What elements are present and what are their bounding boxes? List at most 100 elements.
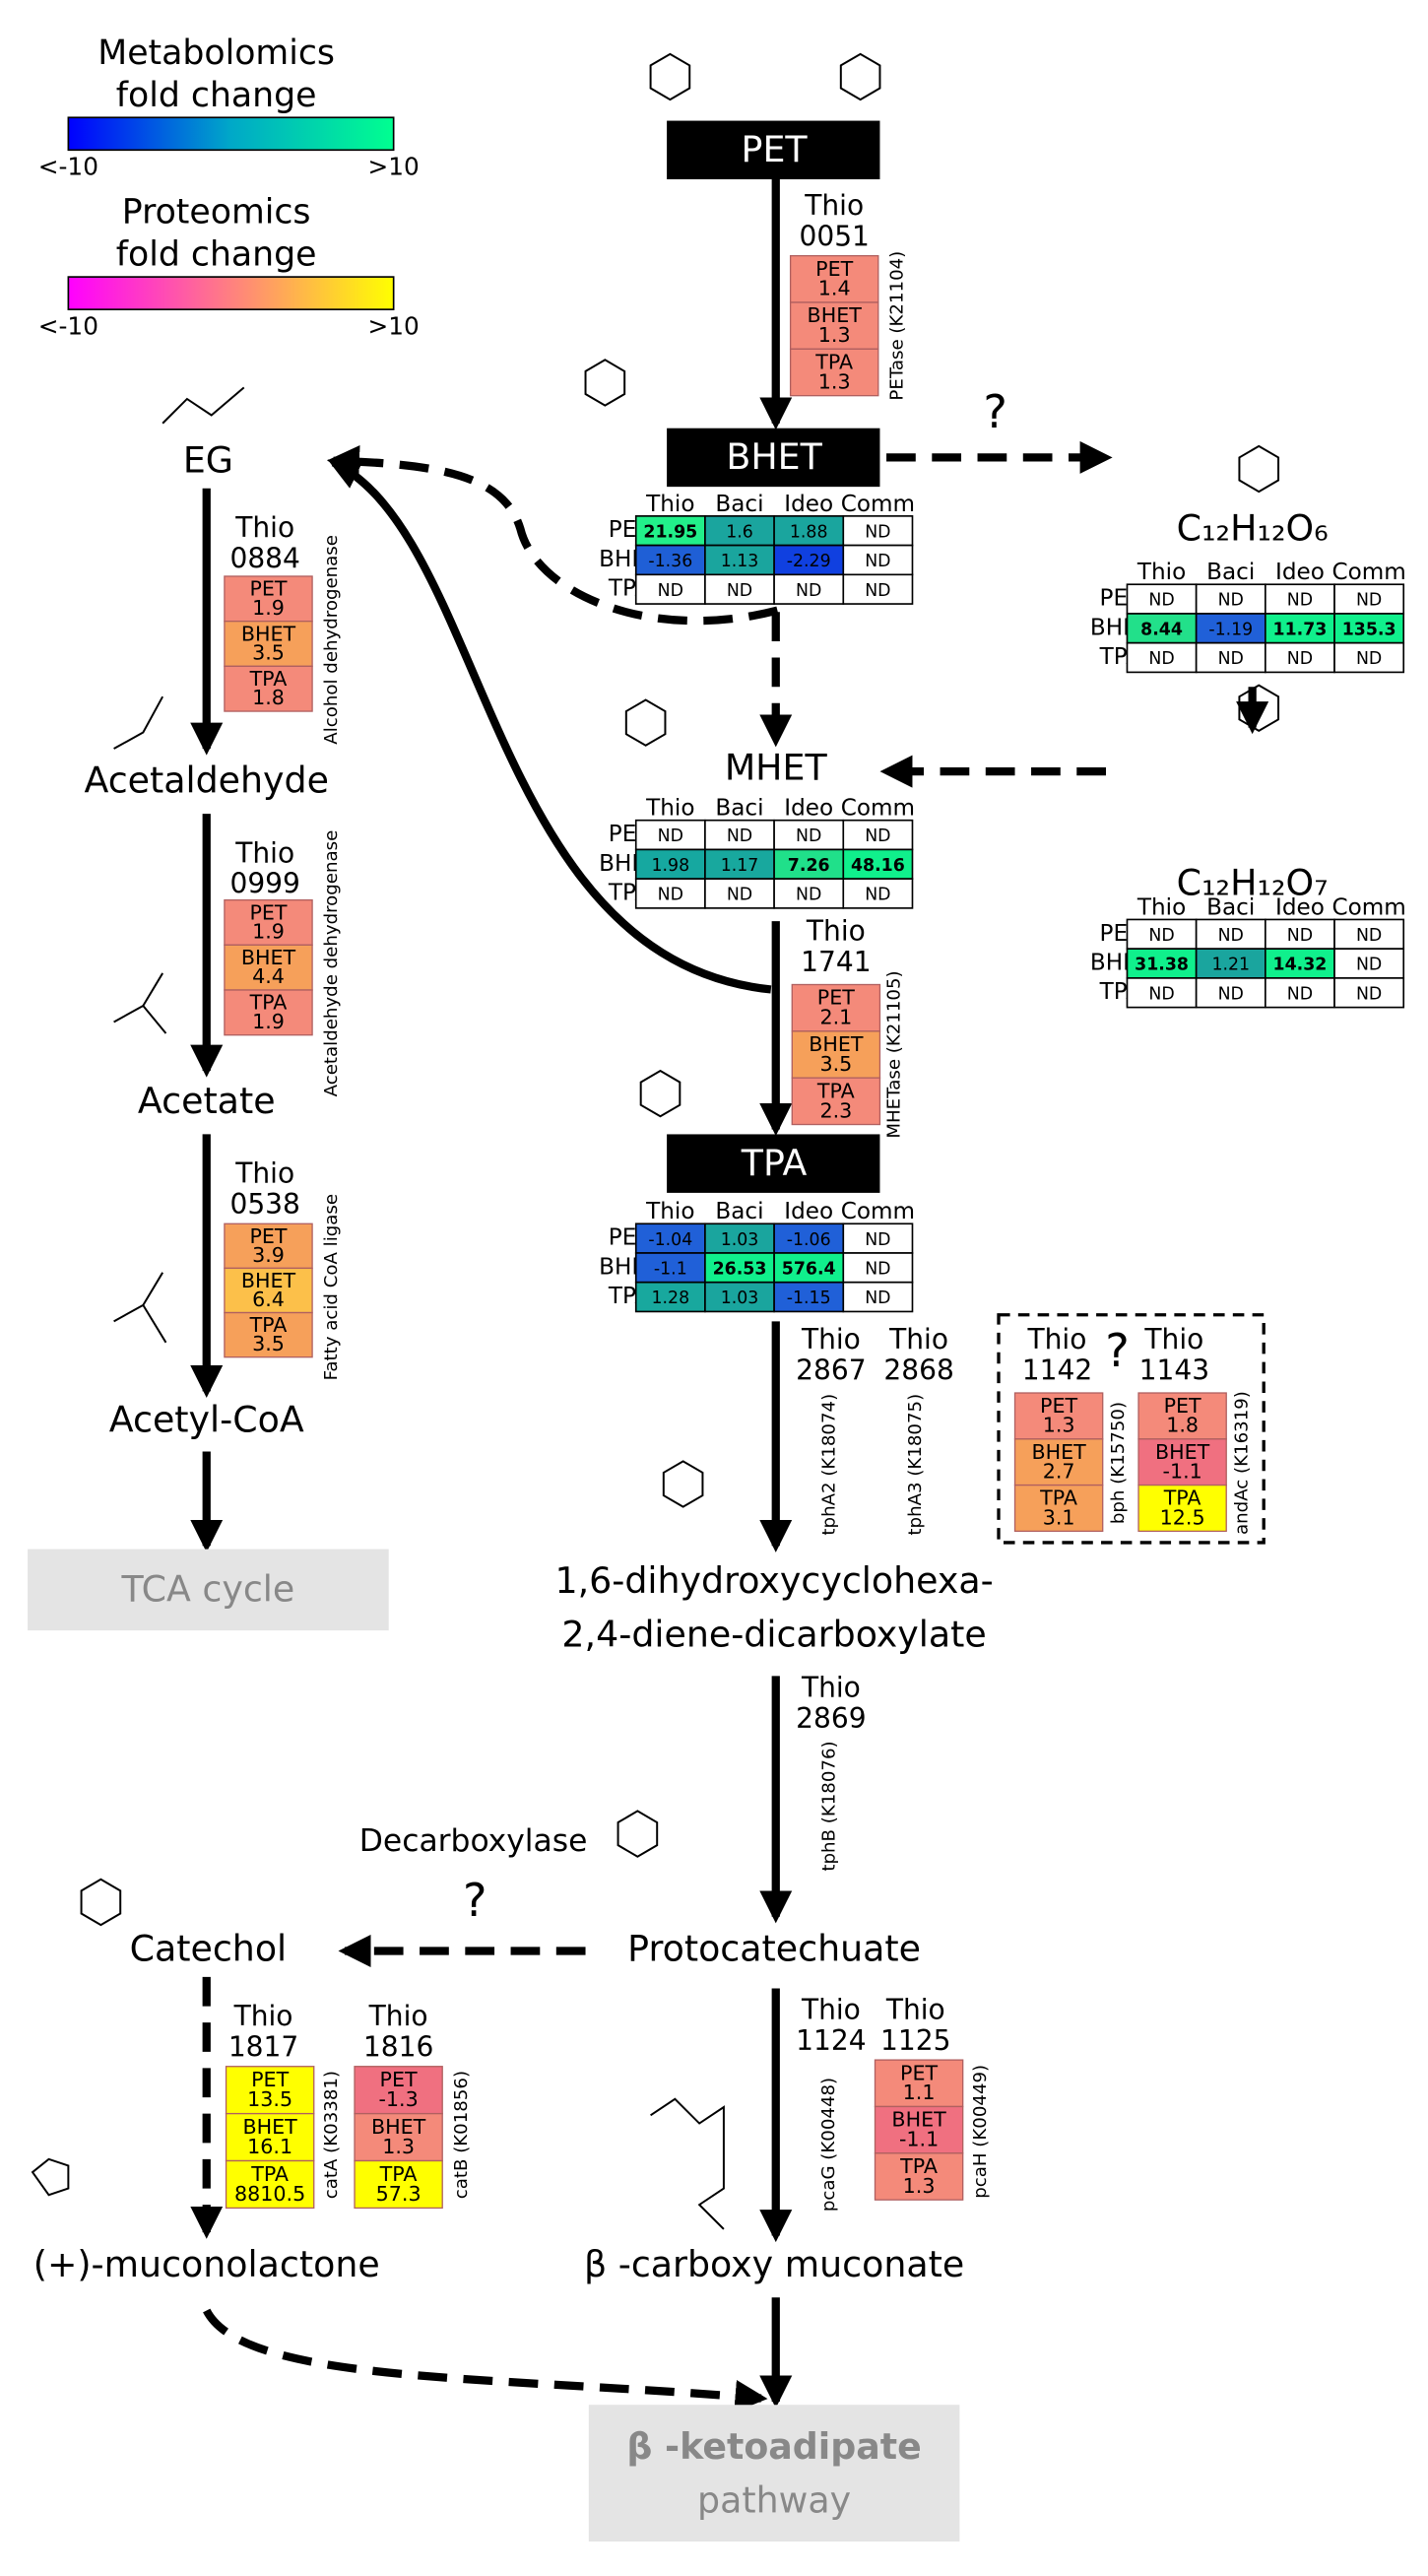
bond <box>113 1272 167 1344</box>
cell-value: ND <box>865 1260 890 1280</box>
ring <box>639 1069 682 1118</box>
cell-label: BHET <box>891 2108 946 2132</box>
compound: Acetate <box>138 1080 276 1122</box>
cell <box>634 515 706 547</box>
cell-label: BHET <box>1155 1440 1210 1464</box>
gene-id: 2869 <box>796 1702 866 1735</box>
column-header: Baci <box>715 492 763 517</box>
cell-value: ND <box>796 886 821 905</box>
cell-value: 1.3 <box>1043 1414 1075 1437</box>
proteomics-cell <box>1137 1392 1227 1440</box>
cell <box>1195 583 1266 615</box>
column-header: Ideo <box>1275 894 1325 920</box>
proteomics-cell <box>874 2105 964 2154</box>
proteomics-cell <box>224 575 313 623</box>
cell-value: 7.26 <box>788 856 830 876</box>
cell-value: 1.03 <box>721 1230 759 1250</box>
column-header: Baci <box>715 796 763 822</box>
legend-max: >10 <box>368 311 420 340</box>
legend-title: Metabolomics <box>97 33 335 73</box>
compound: Protocatechuate <box>627 1927 921 1969</box>
cell-value: 14.32 <box>1273 956 1328 975</box>
ring <box>839 52 881 101</box>
gene-id: Thio <box>801 1323 861 1355</box>
enzyme-label: Decarboxylase <box>359 1823 588 1859</box>
gene-id: 1817 <box>228 2031 298 2064</box>
cell-label: PET <box>900 2061 938 2084</box>
enzyme-name: catA (K03381) <box>321 2071 342 2199</box>
cell-value: 1.9 <box>252 1010 285 1033</box>
cell-label: BHET <box>241 1269 296 1292</box>
compound: Acetyl-CoA <box>109 1399 304 1441</box>
column-header: Thio <box>1136 560 1186 585</box>
dashed-box <box>997 1313 1266 1545</box>
cell <box>634 573 706 605</box>
legend-title: Proteomics <box>122 193 311 232</box>
gene-id: 1741 <box>801 946 871 978</box>
cell <box>773 573 845 605</box>
cell-value: ND <box>1218 649 1244 669</box>
legend-min: <-10 <box>38 152 98 180</box>
cell-value: 1.6 <box>726 522 753 542</box>
gene-id: Thio <box>888 1323 948 1355</box>
arrow <box>327 458 772 994</box>
cell-value: 1.88 <box>790 522 828 542</box>
cell <box>773 544 845 576</box>
question-mark: ? <box>1105 1324 1130 1377</box>
cell-label: PET <box>380 2068 418 2091</box>
enzyme-name: andAc (K16319) <box>1232 1391 1253 1535</box>
ring <box>1238 684 1280 733</box>
gene-id: Thio <box>804 189 864 222</box>
cell <box>1126 918 1198 950</box>
cell <box>634 1222 706 1254</box>
ring <box>1238 444 1280 494</box>
compound: MHET <box>725 747 828 789</box>
cell-label: BHET <box>241 946 296 969</box>
cell-value: 3.9 <box>252 1243 285 1267</box>
cell-value: ND <box>1287 649 1313 669</box>
cell-value: ND <box>1287 984 1313 1004</box>
cell <box>634 544 706 576</box>
ring <box>80 1878 122 1927</box>
proteomics-cell <box>224 1222 313 1270</box>
cell-value: 1.21 <box>1211 956 1250 975</box>
arrow <box>203 2308 768 2412</box>
cell-value: 48.16 <box>851 856 905 876</box>
cell <box>1333 918 1405 950</box>
cell-value: ND <box>1356 956 1382 975</box>
cell <box>842 573 914 605</box>
cell-label: TPA <box>1039 1486 1077 1510</box>
column-header: Baci <box>1206 560 1255 585</box>
cell-value: 16.1 <box>247 2135 292 2158</box>
cell <box>1333 641 1405 674</box>
cell-value: 1.9 <box>252 920 285 944</box>
cell-value: 1.3 <box>818 323 851 347</box>
proteomics-cell <box>224 898 313 946</box>
ring <box>662 1460 704 1508</box>
cell-value: 1.03 <box>721 1288 759 1308</box>
cell-value: ND <box>1148 591 1174 611</box>
cell-value: 8810.5 <box>234 2182 305 2206</box>
cell-value: ND <box>727 886 752 905</box>
ring <box>31 2157 70 2197</box>
cell-value: 12.5 <box>1160 1505 1205 1529</box>
cell-value: ND <box>1218 591 1244 611</box>
bond <box>162 386 245 425</box>
column-header: Thio <box>1136 894 1186 920</box>
cell-label: PET <box>251 2068 289 2091</box>
cell-value: 1.3 <box>382 2135 415 2158</box>
legend-title: fold change <box>116 76 317 115</box>
cell-label: TPA <box>379 2162 418 2186</box>
legend-title: fold change <box>116 235 317 275</box>
cell-value: 6.4 <box>252 1288 285 1311</box>
gene-id: Thio <box>885 1994 945 2026</box>
compound: 1,6-dihydroxycyclohexa- <box>554 1559 993 1602</box>
gene-id: 1125 <box>880 2024 950 2057</box>
enzyme-name: Alcohol dehydrogenase <box>321 535 342 745</box>
cell-label: TPA <box>899 2154 938 2178</box>
gene-id: 0051 <box>799 220 869 252</box>
cell <box>1195 948 1266 979</box>
cell-value: -2.29 <box>787 552 831 571</box>
cell-value: ND <box>865 1230 890 1250</box>
